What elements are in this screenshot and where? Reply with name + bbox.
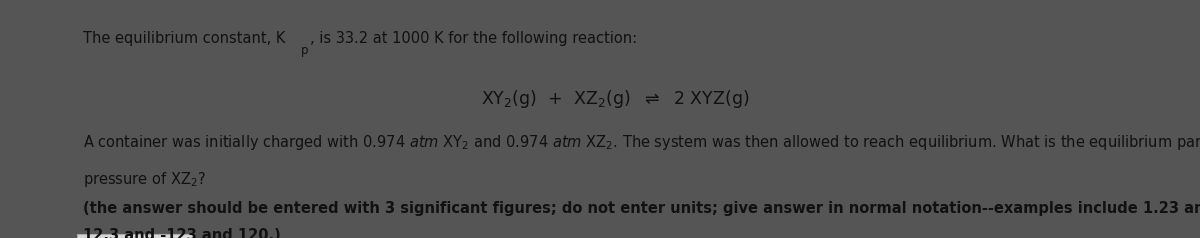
Text: pressure of XZ$_2$?: pressure of XZ$_2$? (83, 170, 205, 189)
Text: XY$_2$(g)  +  XZ$_2$(g)  $\rightleftharpoons$  2 XYZ(g): XY$_2$(g) + XZ$_2$(g) $\rightleftharpoon… (481, 88, 749, 110)
Text: (the answer should be entered with 3 significant figures; do not enter units; gi: (the answer should be entered with 3 sig… (83, 201, 1200, 216)
Text: p: p (301, 44, 308, 57)
FancyBboxPatch shape (77, 234, 194, 238)
Text: , is 33.2 at 1000 K for the following reaction:: , is 33.2 at 1000 K for the following re… (310, 31, 637, 46)
Text: 12.3 and -123 and 120.): 12.3 and -123 and 120.) (83, 228, 281, 238)
Text: The equilibrium constant, K: The equilibrium constant, K (83, 31, 286, 46)
Text: A container was initially charged with 0.974 $\it{atm}$ XY$_2$ and 0.974 $\it{at: A container was initially charged with 0… (83, 133, 1200, 152)
